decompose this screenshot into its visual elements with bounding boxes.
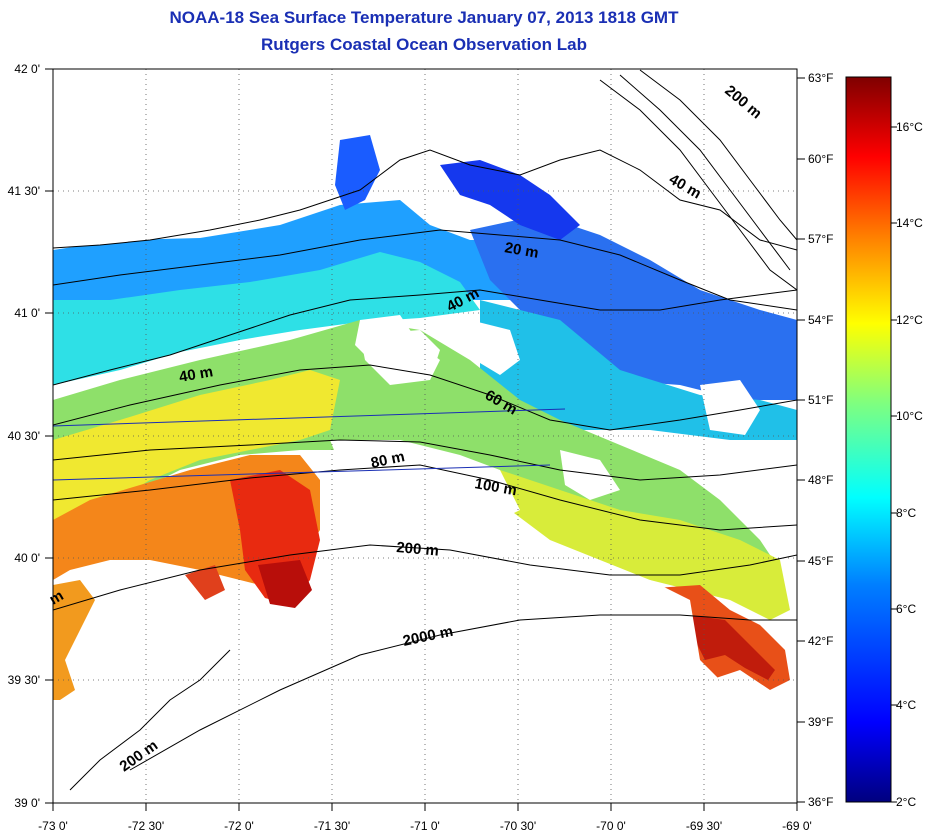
colorbar xyxy=(845,76,892,803)
celsius-label: 2°C xyxy=(896,795,916,809)
x-tick-label: -71 0' xyxy=(410,819,440,833)
fahrenheit-scale: 63°F 60°F 57°F 54°F 51°F 48°F 45°F 42°F … xyxy=(808,71,833,809)
bathymetry-contours xyxy=(53,69,797,791)
island-east xyxy=(700,380,760,435)
sst-darkred-core xyxy=(258,560,312,608)
contour-40m xyxy=(53,289,797,386)
y-tick-label: 40 0' xyxy=(14,551,40,565)
contour-label: 200 m xyxy=(396,539,440,560)
contour-2000m xyxy=(129,614,797,771)
celsius-scale: 16°C 14°C 12°C 10°C 8°C 6°C 4°C 2°C xyxy=(896,120,923,809)
contour-label: 40 m xyxy=(178,363,215,386)
graticule xyxy=(53,69,797,803)
fahrenheit-label: 60°F xyxy=(808,152,833,166)
fahrenheit-label: 45°F xyxy=(808,554,833,568)
contour-label: 20 m xyxy=(503,239,540,262)
celsius-label: 4°C xyxy=(896,698,916,712)
y-tick-label: 41 0' xyxy=(14,306,40,320)
sst-gulf-maine-blue xyxy=(470,215,797,400)
contour-100m xyxy=(53,464,797,531)
fahrenheit-label: 57°F xyxy=(808,232,833,246)
satellite-tracks xyxy=(52,408,566,481)
contour-ne-2 xyxy=(619,74,791,271)
contour-200m-sw xyxy=(69,649,231,791)
fahrenheit-label: 51°F xyxy=(808,393,833,407)
contour-200m-ne xyxy=(599,79,797,291)
x-tick-label: -69 0' xyxy=(782,819,812,833)
map-title: NOAA-18 Sea Surface Temperature January … xyxy=(169,8,679,27)
sst-yellow-east xyxy=(500,470,790,620)
x-tick-label: -71 30' xyxy=(314,819,350,833)
celsius-label: 12°C xyxy=(896,313,923,327)
contour-200m xyxy=(53,544,797,611)
celsius-label: 6°C xyxy=(896,602,916,616)
map-subtitle: Rutgers Coastal Ocean Observation Lab xyxy=(261,35,587,54)
celsius-label: 8°C xyxy=(896,506,916,520)
celsius-label: 14°C xyxy=(896,216,923,230)
x-tick-label: -69 30' xyxy=(686,819,722,833)
contour-label: 80 m xyxy=(369,448,406,472)
x-tick-label: -72 30' xyxy=(128,819,164,833)
y-tick-label: 42 0' xyxy=(14,62,40,76)
x-tick-label: -70 30' xyxy=(500,819,536,833)
x-axis-labels: -73 0' -72 30' -72 0' -71 30' -71 0' -70… xyxy=(38,819,812,833)
fahrenheit-label: 63°F xyxy=(808,71,833,85)
y-tick-label: 40 30' xyxy=(8,429,40,443)
y-tick-label: 41 30' xyxy=(8,184,40,198)
y-tick-label: 39 0' xyxy=(14,796,40,810)
x-tick-label: -73 0' xyxy=(38,819,68,833)
coastline xyxy=(53,149,797,251)
sst-se-darkred xyxy=(690,615,775,680)
celsius-label: 16°C xyxy=(896,120,923,134)
fahrenheit-label: 42°F xyxy=(808,634,833,648)
fahrenheit-label: 36°F xyxy=(808,795,833,809)
fahrenheit-label: 54°F xyxy=(808,313,833,327)
sst-cyan-band xyxy=(53,252,480,385)
contour-ne-3 xyxy=(639,69,797,241)
no-data-patch-2 xyxy=(470,320,520,375)
sst-sw-patch xyxy=(53,580,95,700)
contour-20m xyxy=(53,229,797,311)
land-mass-east xyxy=(700,210,797,300)
x-tick-label: -70 0' xyxy=(596,819,626,833)
sst-sw-red xyxy=(185,565,225,600)
celsius-label: 10°C xyxy=(896,409,923,423)
fahrenheit-label: 39°F xyxy=(808,715,833,729)
sst-yellow-zone xyxy=(53,370,340,540)
y-axis-labels: 42 0' 41 30' 41 0' 40 30' 40 0' 39 30' 3… xyxy=(8,62,40,810)
coastal-blue xyxy=(440,160,580,240)
colorbar-ticks xyxy=(891,126,897,803)
island-block xyxy=(360,330,440,385)
tick-marks xyxy=(45,68,805,811)
y-tick-label: 39 30' xyxy=(8,673,40,687)
x-tick-label: -72 0' xyxy=(224,819,254,833)
no-data-south xyxy=(53,580,797,803)
contour-60m xyxy=(53,364,797,431)
fahrenheit-label: 48°F xyxy=(808,473,833,487)
contour-80m xyxy=(53,439,797,481)
no-data-patch-3 xyxy=(560,450,620,500)
